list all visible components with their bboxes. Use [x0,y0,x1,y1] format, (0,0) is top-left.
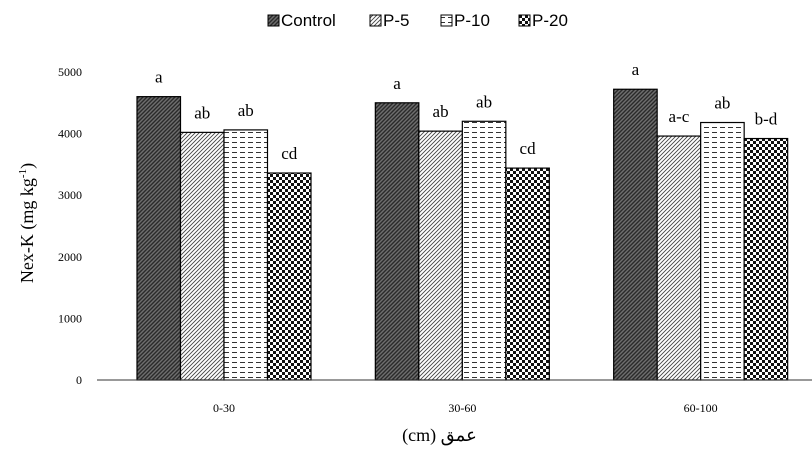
x-tick-label-0: 0-30 [213,401,235,415]
bar-control-0-30 [136,96,182,381]
letter-p-10-0-30: ab [238,101,254,120]
bar-p-10-30-60 [461,120,507,381]
letter-control-30-60: a [393,74,401,93]
x-tick-label-1: 30-60 [448,401,476,415]
bar-p-5-60-100 [656,135,702,381]
letter-p-20-0-30: cd [281,144,298,163]
legend-item-p-5: P-5 [369,11,409,30]
letter-p-5-30-60: ab [433,102,449,121]
legend-item-p-20: P-20 [518,11,568,30]
x-tick-label-2: 60-100 [684,401,718,415]
bar-p-20-30-60 [505,167,550,381]
y-tick-label-1: 1000 [58,311,82,325]
y-axis-title-end: ) [17,163,38,169]
legend-label-p-20: P-20 [532,11,568,30]
legend-item-p-10: P-10 [440,11,490,30]
y-axis-title: Nex-K (mg kg-1) [17,163,38,283]
legend-label-p-5: P-5 [383,11,409,30]
bar-p-20-60-100 [743,137,789,381]
y-tick-label-4: 4000 [58,127,82,141]
legend: Control P-5 P-10 P-20 [267,11,568,30]
significance-letters: a ab ab cd a ab ab cd a a-c ab b-d [155,60,778,163]
y-axis-tick-labels: 0 1000 2000 3000 4000 5000 [58,65,82,387]
letter-p-20-60-100: b-d [755,110,778,129]
legend-label-control: Control [281,11,336,30]
letter-p-5-60-100: a-c [669,107,690,126]
legend-item-control: Control [267,11,336,30]
x-axis-tick-labels: 0-30 30-60 60-100 [213,401,718,415]
bar-p-20-0-30 [266,172,312,381]
legend-swatch-p-20 [518,14,531,27]
bar-p-5-0-30 [179,131,225,381]
y-axis-title-superscript: -1 [17,169,29,178]
y-tick-label-0: 0 [76,373,82,387]
letter-p-5-0-30: ab [194,103,210,122]
bar-p-5-30-60 [418,130,463,381]
y-tick-label-5: 5000 [58,65,82,79]
bar-p-10-0-30 [223,129,269,381]
x-axis-title: (cm) عمق [402,425,477,446]
bar-control-30-60 [374,102,420,381]
bar-control-60-100 [613,88,658,381]
y-axis-title-main: Nex-K (mg kg [17,178,38,283]
letter-p-10-60-100: ab [714,94,730,113]
bars-layer [136,88,789,381]
y-tick-label-3: 3000 [58,188,82,202]
bar-p-10-60-100 [700,121,745,381]
legend-label-p-10: P-10 [454,11,490,30]
legend-swatch-p-10 [440,14,453,27]
letter-p-20-30-60: cd [520,139,537,158]
letter-p-10-30-60: ab [476,92,492,111]
y-tick-label-2: 2000 [58,250,82,264]
legend-swatch-p-5 [369,14,382,27]
letter-control-0-30: a [155,68,163,87]
legend-swatch-control [267,14,280,27]
letter-control-60-100: a [632,60,640,79]
